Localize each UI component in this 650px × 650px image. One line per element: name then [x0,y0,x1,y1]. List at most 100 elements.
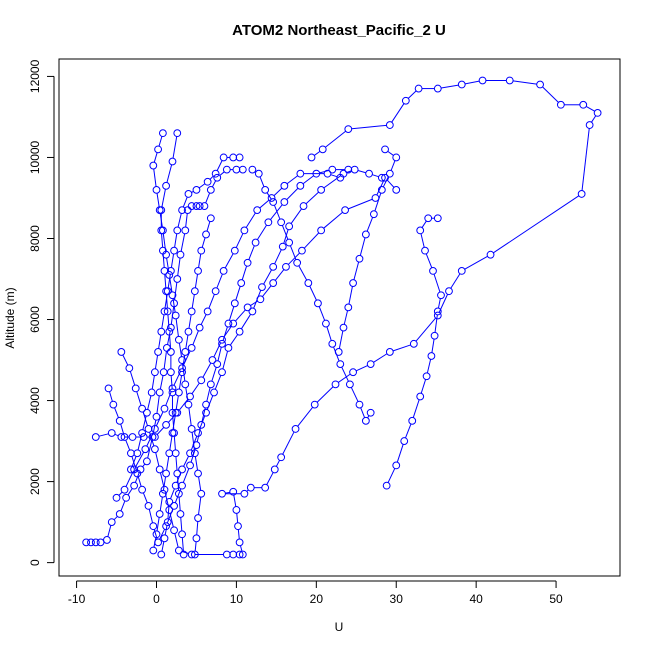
data-point [224,319,233,328]
series-segment [155,452,160,467]
series-segment [259,199,270,209]
data-point [165,449,174,458]
data-point [234,522,242,531]
series-segment [405,423,412,439]
series-segment [357,170,366,174]
data-point [163,287,172,296]
series-segment [235,309,246,322]
data-point [478,76,487,85]
series-segment [164,525,168,536]
series-segment [173,436,176,450]
data-point [162,181,170,190]
data-point [181,226,190,235]
data-point [310,400,319,409]
data-point [248,307,257,316]
series-segment [213,342,222,358]
series-segment [148,509,154,523]
data-point [144,502,153,510]
y-axis-label: Altitude (m) [3,287,17,348]
x-tick-label: 0 [153,592,160,606]
data-point [277,453,286,462]
data-series [248,165,375,425]
series-segment [325,130,346,148]
data-series [104,165,353,547]
data-series [334,145,401,356]
series-segment [348,198,373,210]
data-point [341,206,349,215]
data-point [158,489,167,498]
series-segment [194,274,199,288]
data-point [218,335,226,344]
data-point [344,165,353,174]
data-point [178,465,186,474]
series-segment [239,545,243,552]
data-point [267,194,276,202]
data-point [157,206,166,215]
series-segment [177,213,182,228]
data-point [138,429,147,437]
series-segment [270,204,283,220]
series-segment [120,423,125,434]
series-segment [222,351,229,370]
data-point [280,181,289,190]
series-segment [178,497,181,511]
data-point [382,481,391,490]
series-segment [165,294,168,309]
series-segment [283,229,289,244]
data-point [593,108,602,117]
series-segment [396,444,404,463]
series-segment [170,375,173,390]
data-point [577,190,586,198]
series-segment [153,529,158,540]
data-point [211,169,220,178]
series-segment [360,407,366,418]
data-point [174,489,183,498]
series-segment [236,513,239,523]
series-segment [162,253,165,268]
data-point [120,433,129,441]
series-segment [153,168,157,187]
data-point [166,323,175,332]
data-point [190,287,199,296]
data-point [117,348,126,356]
series-segment [191,432,195,450]
series-segment [441,84,459,89]
data-point [381,173,389,182]
data-point [219,267,228,275]
data-point [277,218,286,227]
data-point [120,485,129,494]
data-point [112,493,121,502]
data-point [381,145,389,154]
data-point [171,311,180,320]
data-point [229,550,238,559]
data-point [361,416,370,425]
series-segment [392,344,411,352]
data-point [162,522,170,531]
series-segment [341,366,349,382]
data-point [187,307,196,316]
data-point [278,242,287,251]
series-segment [198,253,202,268]
x-axis-label: U [335,620,344,634]
series-segment [434,314,438,333]
series-segment [188,314,192,329]
data-point [160,307,169,316]
data-point [115,416,124,425]
data-point [240,489,249,498]
data-point [170,502,178,510]
series-segment [183,456,190,467]
series-segment [425,253,433,268]
series-segment [266,192,272,200]
series-segment [420,379,427,394]
series-segment [585,106,595,112]
series-segment [174,282,178,301]
series-segment [159,472,165,487]
series-segment [387,150,394,156]
data-point [331,380,340,389]
data-point [355,254,364,263]
data-point [168,388,177,397]
series-segment [129,371,136,386]
series-segment [169,513,174,528]
series-segment [591,115,597,123]
series-segment [180,233,186,252]
